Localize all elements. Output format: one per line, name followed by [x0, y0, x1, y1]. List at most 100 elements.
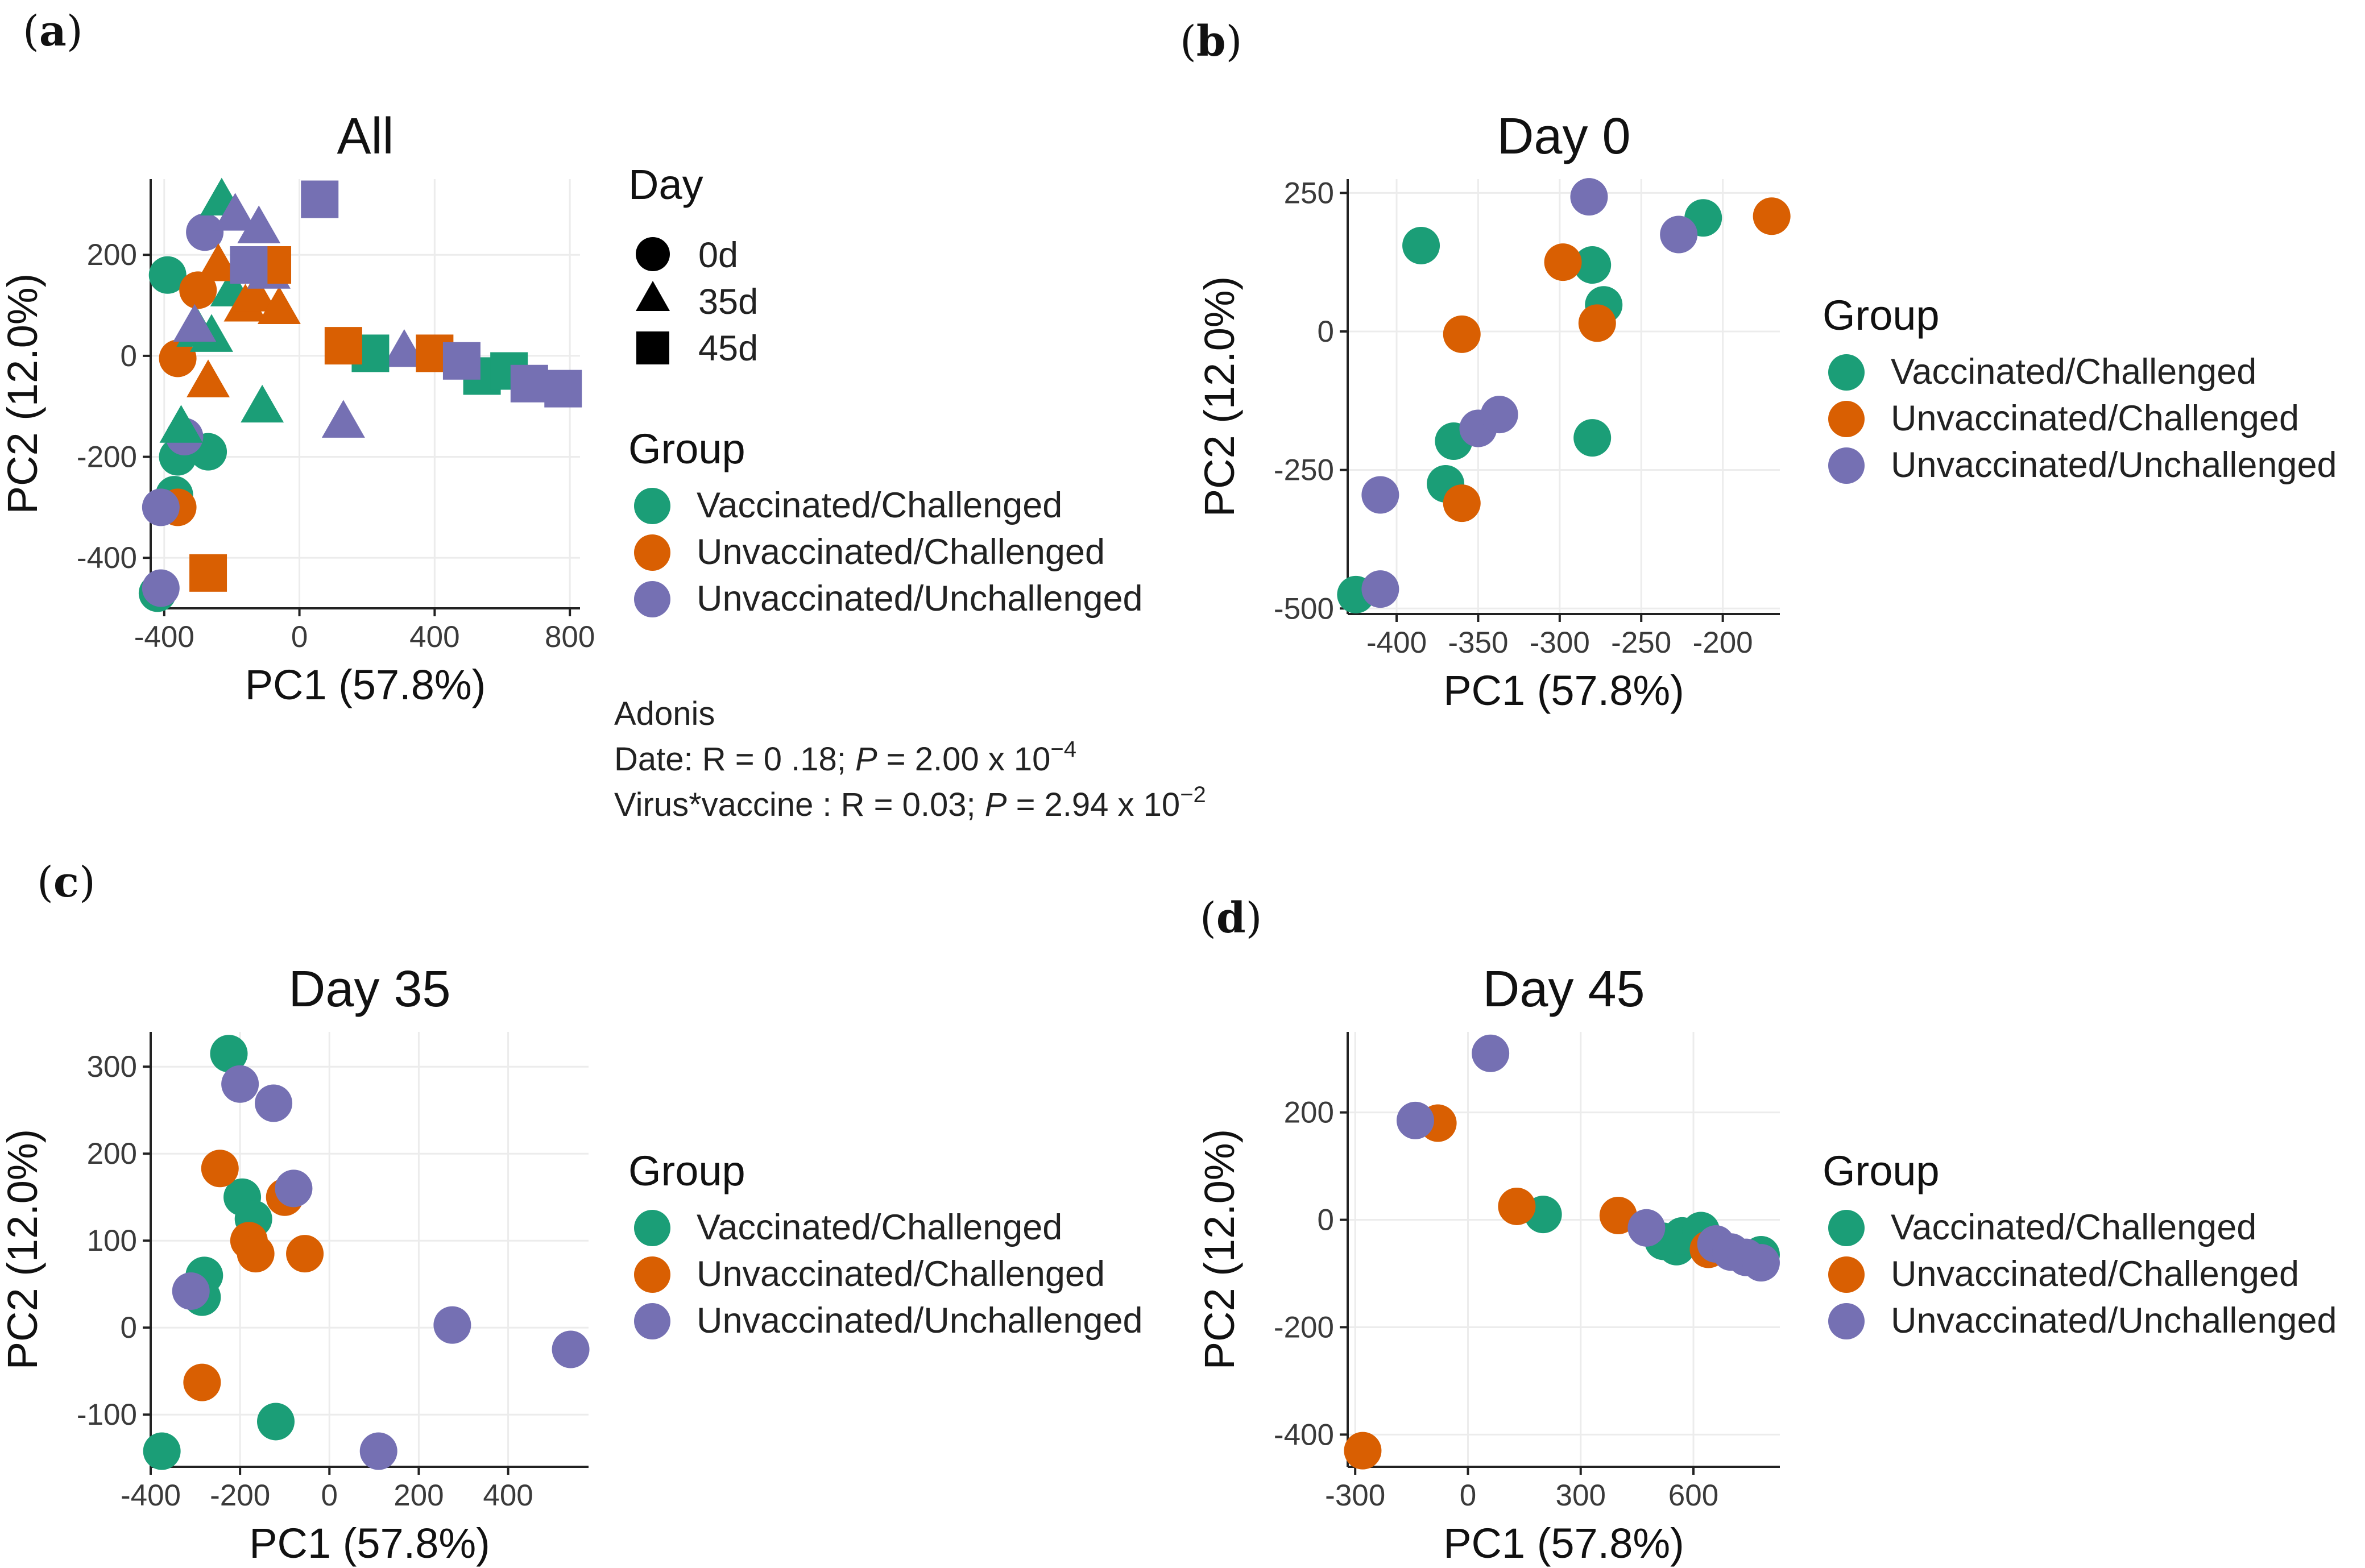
data-point-unvaccinated-unchallenged	[544, 370, 582, 408]
data-point-unvaccinated-challenged	[1443, 315, 1481, 353]
y-tick-label: -100	[77, 1398, 137, 1432]
group-legend-c: Group Vaccinated/Challenged Unvaccinated/C…	[628, 1147, 1143, 1341]
x-tick-label: -200	[1693, 626, 1753, 659]
data-point-unvaccinated-challenged	[257, 286, 301, 324]
legend-swatch-icon	[1828, 1210, 1865, 1246]
legend-swatch-icon	[1828, 1256, 1865, 1293]
data-point-unvaccinated-challenged	[159, 339, 197, 378]
legend-swatch-icon	[634, 1210, 670, 1246]
x-tick-label: -300	[1325, 1479, 1385, 1512]
y-axis-label: PC2 (12.0%)	[1196, 276, 1243, 517]
y-tick-label: 0	[121, 1311, 137, 1345]
data-point-unvaccinated-challenged	[1599, 1197, 1637, 1234]
adonis-virus-exp: −2	[1180, 782, 1206, 807]
data-point-unvaccinated-unchallenged	[552, 1330, 590, 1368]
data-point-unvaccinated-unchallenged	[1472, 1034, 1510, 1072]
y-tick-label: 100	[87, 1224, 137, 1258]
y-axis-label: PC2 (12.0%)	[0, 273, 46, 515]
panel-label-c: (c)	[37, 858, 96, 907]
x-axis-label: PC1 (57.8%)	[1443, 667, 1684, 714]
group-legend-title: Group	[1823, 1147, 1940, 1194]
data-point-unvaccinated-challenged	[201, 1150, 239, 1188]
legend-label: Vaccinated/Challenged	[1891, 1208, 2256, 1247]
data-point-unvaccinated-challenged	[187, 359, 230, 397]
adonis-virus-p: P	[985, 786, 1007, 823]
day-legend-label-2: 45d	[698, 329, 758, 368]
data-point-unvaccinated-unchallenged	[1480, 396, 1518, 434]
legend-label: Unvaccinated/Unchallenged	[1891, 445, 2337, 485]
x-axis-label: PC1 (57.8%)	[1443, 1520, 1684, 1567]
legend-swatch-icon	[634, 1303, 670, 1339]
legend-label: Vaccinated/Challenged	[1891, 352, 2256, 392]
x-tick-label: -250	[1611, 626, 1671, 659]
data-point-unvaccinated-unchallenged	[510, 364, 548, 403]
data-point-vaccinated-challenged	[241, 384, 284, 423]
data-point-unvaccinated-challenged	[234, 273, 277, 312]
legend-label: Vaccinated/Challenged	[697, 486, 1062, 525]
y-tick-label: 300	[87, 1050, 137, 1084]
x-tick-label: -300	[1530, 626, 1590, 659]
data-point-unvaccinated-unchallenged	[221, 1065, 259, 1103]
data-point-unvaccinated-unchallenged	[433, 1306, 471, 1344]
y-tick-label: 200	[1284, 1096, 1334, 1130]
y-tick-label: 0	[1318, 1204, 1334, 1237]
group-legend-a: Group Vaccinated/Challenged Unvaccinated/C…	[628, 425, 1143, 619]
chart-title: Day 0	[1497, 108, 1630, 165]
chart-title: All	[337, 108, 394, 165]
data-point-vaccinated-challenged	[257, 1403, 295, 1441]
legend-swatch-icon	[1828, 401, 1865, 437]
x-tick-label: 200	[394, 1479, 444, 1512]
y-tick-label: -400	[77, 541, 137, 575]
x-tick-label: 0	[291, 620, 308, 654]
adonis-date-value: = 2.00 x 10	[877, 741, 1051, 778]
data-point-unvaccinated-challenged	[237, 1235, 275, 1273]
data-point-unvaccinated-unchallenged	[1570, 178, 1608, 216]
data-point-unvaccinated-unchallenged	[1627, 1209, 1666, 1247]
panel-b-plot: -400 -350 -300 -250 -200 -500 -250 0 250 Day 0 PC1…	[1196, 108, 1791, 714]
data-point-vaccinated-challenged	[190, 314, 233, 352]
legend-swatch-icon	[634, 581, 670, 617]
x-tick-label: -400	[1366, 626, 1427, 659]
legend-swatch-icon	[1828, 1303, 1865, 1339]
legend-swatch-icon	[1828, 447, 1865, 484]
x-tick-label: -400	[134, 620, 194, 654]
group-legend-title: Group	[628, 425, 745, 472]
panel-d-plot: -300 0 300 600 -400 -200 0 200 Day 45 PC1 (57.8%)…	[1196, 961, 1780, 1567]
chart-title: Day 35	[288, 961, 450, 1018]
y-tick-label: -200	[1274, 1310, 1334, 1344]
data-point-unvaccinated-unchallenged	[230, 246, 268, 284]
group-legend-d: Group Vaccinated/Challenged Unvaccinated/C…	[1823, 1147, 2337, 1341]
adonis-date-prefix: Date: R = 0 .18;	[614, 741, 855, 778]
data-point-unvaccinated-unchallenged	[186, 213, 224, 251]
x-tick-label: 0	[1460, 1479, 1476, 1512]
group-legend-title: Group	[1823, 292, 1940, 339]
legend-label: Vaccinated/Challenged	[697, 1208, 1062, 1247]
data-point-unvaccinated-challenged	[196, 243, 240, 281]
x-tick-label: 400	[409, 620, 459, 654]
data-point-vaccinated-challenged	[1402, 226, 1440, 264]
adonis-date-line: Date: R = 0 .18; P = 2.00 x 10−4	[614, 737, 1076, 778]
data-point-unvaccinated-challenged	[1498, 1187, 1536, 1225]
x-tick-label: 800	[545, 620, 595, 654]
panel-label-b: (b)	[1180, 17, 1242, 66]
group-legend-b: Group Vaccinated/Challenged Unvaccinated/C…	[1823, 292, 2337, 485]
data-point-vaccinated-challenged	[148, 256, 187, 294]
chart-title: Day 45	[1482, 961, 1645, 1018]
legend-swatch-icon	[634, 488, 670, 524]
data-point-unvaccinated-challenged	[1753, 197, 1791, 235]
x-tick-label: -350	[1448, 626, 1508, 659]
y-tick-label: -400	[1274, 1418, 1334, 1451]
group-legend-title: Group	[628, 1147, 745, 1194]
y-axis-label: PC2 (12.0%)	[1196, 1129, 1243, 1370]
legend-label: Unvaccinated/Challenged	[1891, 399, 2299, 438]
x-tick-label: 0	[321, 1479, 338, 1512]
data-point-unvaccinated-challenged	[183, 1363, 221, 1401]
adonis-date-p: P	[855, 741, 877, 778]
y-tick-label: -500	[1274, 592, 1334, 625]
adonis-title: Adonis	[614, 695, 715, 732]
y-axis-label: PC2 (12.0%)	[0, 1129, 46, 1370]
data-point-unvaccinated-challenged	[1578, 304, 1616, 342]
x-axis-label: PC1 (57.8%)	[249, 1520, 490, 1567]
data-point-unvaccinated-unchallenged	[1361, 476, 1399, 514]
adonis-virus-line: Virus*vaccine : R = 0.03; P = 2.94 x 10−…	[614, 782, 1206, 823]
